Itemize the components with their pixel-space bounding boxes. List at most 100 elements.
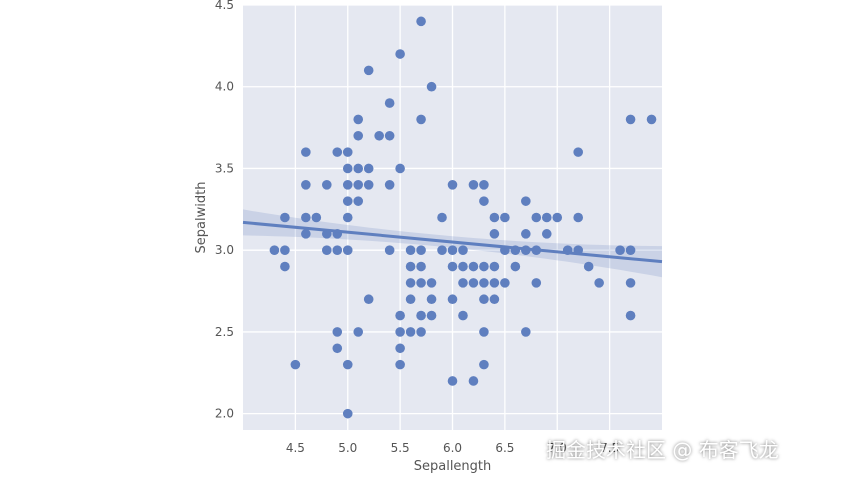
data-point <box>374 130 384 141</box>
data-point <box>301 180 311 190</box>
data-point <box>458 310 468 321</box>
data-point <box>301 229 311 239</box>
data-point <box>342 196 353 206</box>
data-point <box>322 245 332 255</box>
y-tick-label: 3.0 <box>215 243 234 257</box>
data-point <box>500 212 510 223</box>
y-tick-labels: 2.0 2.5 3.0 3.5 4.0 4.5 <box>215 0 234 421</box>
y-tick-label: 2.5 <box>215 325 234 339</box>
data-point <box>342 147 353 157</box>
data-point <box>280 245 290 255</box>
data-point <box>468 376 479 386</box>
data-point <box>625 245 636 255</box>
x-tick-label: 6.0 <box>443 441 462 455</box>
data-point <box>384 245 395 255</box>
data-point <box>332 245 343 255</box>
data-point <box>384 180 395 190</box>
data-point <box>489 278 500 288</box>
data-point <box>489 229 500 239</box>
data-point <box>353 163 364 174</box>
data-point <box>332 147 343 157</box>
data-point <box>311 212 322 223</box>
data-point <box>625 114 636 125</box>
data-point <box>395 310 405 321</box>
data-point <box>479 359 489 370</box>
data-point <box>342 212 353 223</box>
data-point <box>301 147 311 157</box>
data-point <box>301 212 311 223</box>
data-point <box>395 163 405 174</box>
data-point <box>353 180 364 190</box>
data-point <box>416 245 426 255</box>
data-point <box>468 261 479 272</box>
data-point <box>363 163 374 174</box>
data-point <box>489 212 500 223</box>
data-point <box>447 376 458 386</box>
data-point <box>447 245 458 255</box>
data-point <box>416 278 426 288</box>
y-tick-label: 4.0 <box>215 80 234 94</box>
data-point <box>353 130 364 141</box>
data-point <box>342 245 353 255</box>
data-point <box>447 294 458 305</box>
data-point <box>583 261 594 272</box>
data-point <box>280 212 290 223</box>
data-point <box>458 245 468 255</box>
data-point <box>510 261 521 272</box>
data-point <box>437 212 447 223</box>
data-point <box>384 98 395 108</box>
data-point <box>437 245 447 255</box>
data-point <box>395 49 405 59</box>
data-point <box>594 278 604 288</box>
y-tick-label: 2.0 <box>215 407 234 421</box>
data-point <box>395 343 405 354</box>
data-point <box>363 294 374 305</box>
data-point <box>416 310 426 321</box>
data-point <box>342 408 353 419</box>
watermark: 掘金技术社区 @ 布客飞龙 <box>546 438 779 462</box>
data-point <box>615 245 625 255</box>
x-tick-labels: 4.5 5.0 5.5 6.0 6.5 7.0 7.5 <box>286 441 619 455</box>
data-point <box>426 81 437 92</box>
x-axis-label: Sepallength <box>414 459 492 474</box>
data-point <box>405 294 416 305</box>
data-point <box>269 245 280 255</box>
data-point <box>332 327 343 337</box>
data-point <box>500 278 510 288</box>
y-tick-label: 4.5 <box>215 0 234 12</box>
data-point <box>353 196 364 206</box>
data-point <box>458 261 468 272</box>
data-point <box>405 327 416 337</box>
x-tick-label: 5.0 <box>338 441 357 455</box>
data-point <box>426 310 437 321</box>
data-point <box>416 261 426 272</box>
data-point <box>479 327 489 337</box>
data-point <box>573 212 583 223</box>
data-point <box>625 278 636 288</box>
data-point <box>573 147 583 157</box>
data-point <box>552 212 563 223</box>
data-point <box>332 343 343 354</box>
data-point <box>625 310 636 321</box>
y-axis-label: Sepalwidth <box>194 182 209 254</box>
data-point <box>290 359 301 370</box>
data-point <box>479 261 489 272</box>
data-point <box>416 16 426 27</box>
data-point <box>479 196 489 206</box>
x-tick-label: 6.5 <box>495 441 514 455</box>
data-point <box>646 114 657 125</box>
data-point <box>426 294 437 305</box>
data-points <box>269 16 657 419</box>
data-point <box>479 278 489 288</box>
y-tick-label: 3.5 <box>215 161 234 175</box>
x-tick-label: 5.5 <box>391 441 410 455</box>
data-point <box>489 294 500 305</box>
data-point <box>468 278 479 288</box>
data-point <box>531 212 542 223</box>
data-point <box>458 278 468 288</box>
data-point <box>405 261 416 272</box>
data-point <box>353 327 364 337</box>
data-point <box>521 327 531 337</box>
data-point <box>521 196 531 206</box>
